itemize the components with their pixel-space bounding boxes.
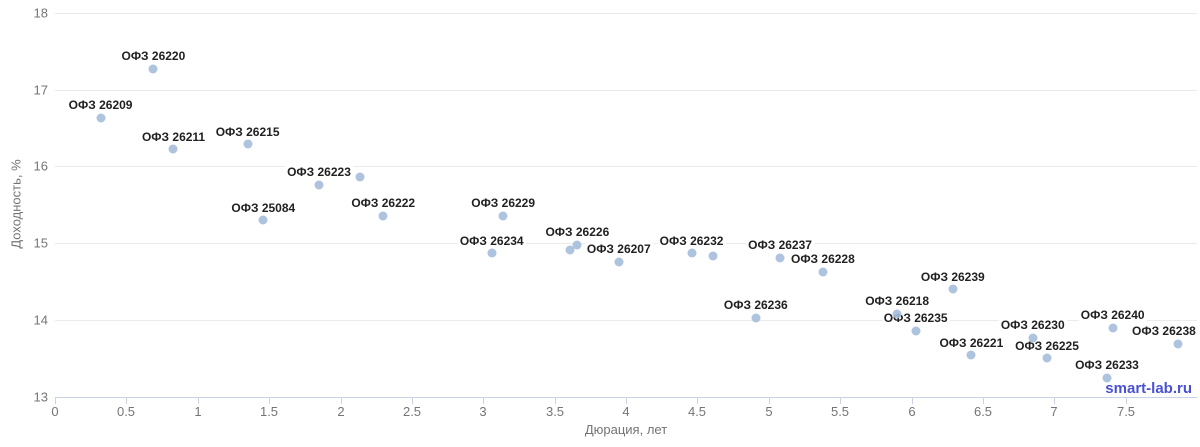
data-point-label: ОФЗ 26207: [584, 242, 653, 257]
smart-lab-watermark-link[interactable]: smart-lab.ru: [1105, 380, 1192, 397]
data-point-label: ОФЗ 26232: [657, 233, 726, 248]
data-point-dot[interactable]: [1108, 323, 1118, 333]
x-tick-label-4.5: 4.5: [687, 404, 707, 419]
x-tick-label-4: 4: [622, 404, 630, 419]
data-point-label: ОФЗ 25084: [229, 200, 298, 215]
data-point-dot[interactable]: [258, 215, 268, 225]
x-tick-label-1.5: 1.5: [259, 404, 279, 419]
x-tick-mark-3.5: [555, 398, 556, 404]
data-point-dot[interactable]: [378, 211, 388, 221]
x-tick-mark-1: [198, 398, 199, 404]
data-point-label: ОФЗ 26237: [746, 238, 814, 253]
data-point-dot[interactable]: [487, 248, 497, 258]
data-point-label: ОФЗ 26234: [457, 233, 526, 248]
data-point-label: ОФЗ 26233: [1073, 358, 1141, 373]
data-point-dot[interactable]: [911, 326, 921, 336]
x-tick-label-2.5: 2.5: [402, 404, 422, 419]
gridline-y-17: [55, 90, 1197, 91]
y-tick-label-14: 14: [33, 312, 48, 328]
data-point-label: ОФЗ 26220: [119, 49, 188, 64]
x-tick-label-5.5: 5.5: [830, 404, 850, 419]
data-point-dot[interactable]: [775, 253, 785, 263]
data-point-label: ОФЗ 26230: [998, 318, 1067, 333]
x-tick-mark-4.5: [697, 398, 698, 404]
data-point-dot[interactable]: [314, 180, 324, 190]
x-tick-mark-4: [626, 398, 627, 404]
data-point-label: ОФЗ 26238: [1130, 324, 1198, 339]
x-tick-label-3.5: 3.5: [545, 404, 565, 419]
gridline-y-14: [55, 320, 1197, 321]
data-point-label: ОФЗ 26225: [1013, 338, 1081, 353]
data-point-dot[interactable]: [243, 139, 253, 149]
x-tick-label-3: 3: [479, 404, 487, 419]
x-tick-mark-6: [912, 398, 913, 404]
data-point-label: ОФЗ 26215: [213, 124, 282, 139]
data-point-label: ОФЗ 26218: [863, 294, 932, 309]
data-point-label: ОФЗ 26221: [937, 335, 1006, 350]
data-point-label: ОФЗ 26222: [349, 196, 418, 211]
x-tick-label-1: 1: [194, 404, 202, 419]
data-point-dot[interactable]: [148, 64, 158, 74]
x-tick-mark-0.5: [126, 398, 127, 404]
data-point-dot[interactable]: [751, 313, 761, 323]
data-point-label: ОФЗ 26228: [788, 252, 857, 267]
data-point-label: ОФЗ 26223: [285, 165, 353, 180]
x-tick-mark-5: [769, 398, 770, 404]
data-point-label: ОФЗ 26236: [721, 298, 790, 313]
x-axis-line: [55, 397, 1197, 398]
data-point-dot[interactable]: [818, 267, 828, 277]
data-point-dot[interactable]: [355, 172, 365, 182]
data-point-dot[interactable]: [572, 240, 582, 250]
data-point-label: ОФЗ 26240: [1078, 308, 1147, 323]
x-tick-label-7.5: 7.5: [1116, 404, 1136, 419]
data-point-dot[interactable]: [687, 248, 697, 258]
y-tick-label-18: 18: [33, 5, 48, 21]
data-point-dot[interactable]: [565, 245, 575, 255]
data-point-label: ОФЗ 26226: [543, 225, 612, 240]
y-tick-label-15: 15: [33, 235, 48, 251]
data-point-label: ОФЗ 26211: [139, 129, 208, 144]
x-tick-mark-5.5: [840, 398, 841, 404]
x-tick-label-6: 6: [908, 404, 916, 419]
x-tick-mark-7: [1054, 398, 1055, 404]
data-point-dot[interactable]: [1102, 373, 1112, 383]
y-tick-label-16: 16: [33, 158, 48, 174]
x-tick-mark-7.5: [1126, 398, 1127, 404]
gridline-y-16: [55, 166, 1197, 167]
data-point-dot[interactable]: [614, 257, 624, 267]
x-tick-mark-0: [55, 398, 56, 404]
y-tick-label-17: 17: [33, 82, 48, 98]
x-tick-label-0: 0: [51, 404, 59, 419]
x-tick-label-0.5: 0.5: [116, 404, 136, 419]
data-point-dot[interactable]: [1042, 353, 1052, 363]
x-tick-label-2: 2: [337, 404, 345, 419]
data-point-label: ОФЗ 26239: [918, 269, 987, 284]
data-point-dot[interactable]: [96, 113, 106, 123]
x-tick-mark-2.5: [412, 398, 413, 404]
data-point-dot[interactable]: [1173, 339, 1183, 349]
x-tick-mark-2: [341, 398, 342, 404]
data-point-dot[interactable]: [966, 350, 976, 360]
x-tick-mark-1.5: [269, 398, 270, 404]
x-tick-label-5: 5: [765, 404, 773, 419]
gridline-y-18: [55, 13, 1197, 14]
x-axis-title: Дюрация, лет: [584, 422, 668, 437]
x-tick-mark-3: [483, 398, 484, 404]
x-tick-label-6.5: 6.5: [973, 404, 993, 419]
data-point-dot[interactable]: [1028, 333, 1038, 343]
data-point-dot[interactable]: [168, 144, 178, 154]
data-point-label: ОФЗ 26229: [469, 196, 538, 211]
x-tick-mark-6.5: [983, 398, 984, 404]
y-tick-label-13: 13: [33, 389, 48, 405]
x-tick-label-7: 7: [1050, 404, 1058, 419]
data-point-dot[interactable]: [948, 284, 958, 294]
data-point-dot[interactable]: [498, 211, 508, 221]
data-point-label: ОФЗ 26209: [66, 98, 135, 113]
data-point-dot[interactable]: [708, 251, 718, 260]
data-point-dot[interactable]: [892, 309, 902, 319]
